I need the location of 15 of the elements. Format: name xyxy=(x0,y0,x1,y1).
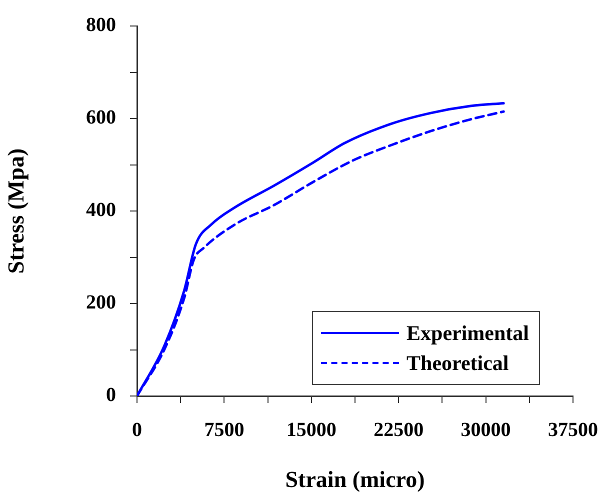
x-tick-label: 7500 xyxy=(204,419,244,442)
y-tick-label: 600 xyxy=(86,106,116,129)
x-tick-label: 22500 xyxy=(374,419,424,442)
x-tick-label: 30000 xyxy=(460,419,511,442)
y-tick-label: 400 xyxy=(86,199,116,222)
x-tick-label: 15000 xyxy=(286,419,336,442)
x-tick-label: 0 xyxy=(132,419,142,442)
y-tick-label: 200 xyxy=(86,292,116,314)
y-tick-label: 800 xyxy=(86,14,116,36)
y-axis-title: Stress (Mpa) xyxy=(4,148,29,274)
x-tick-label: 37500 xyxy=(548,419,598,442)
legend-label: Theoretical xyxy=(406,350,509,377)
y-tick-label: 0 xyxy=(106,384,116,406)
legend-label: Experimental xyxy=(406,320,529,347)
x-axis-title: Strain (micro) xyxy=(285,467,425,492)
